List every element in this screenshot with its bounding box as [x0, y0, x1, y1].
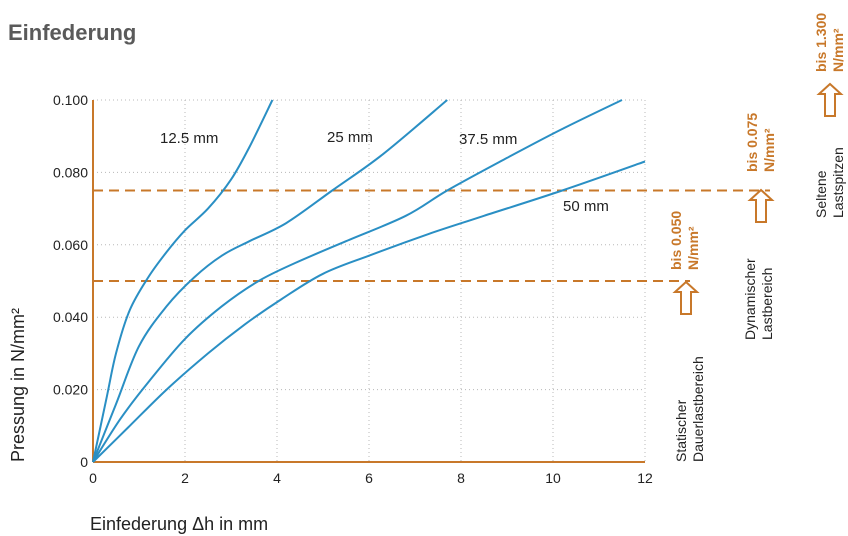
- series-line: [92, 99, 623, 463]
- x-tick-label: 6: [365, 470, 373, 486]
- limit-0-075-line2: N/mm²: [761, 128, 777, 172]
- desc-0-050-line1: Statischer: [673, 399, 689, 462]
- series-label-12-5: 12.5 mm: [160, 130, 218, 147]
- reference-lines: [93, 189, 770, 282]
- desc-0-075-line1: Dynamischer: [742, 258, 758, 340]
- series-lines: [92, 99, 646, 463]
- limit-1-300-line1: bis 1.300: [813, 13, 829, 72]
- series-label-25: 25 mm: [327, 129, 373, 146]
- y-tick-label: 0.060: [53, 237, 88, 253]
- tick-labels: 0 2 4 6 8 10 12 0 0.020 0.040 0.060 0.080 0.100: [53, 92, 653, 486]
- x-tick-label: 0: [89, 470, 97, 486]
- up-arrow-icon: [747, 188, 775, 223]
- y-axis-label: Pressung in N/mm²: [8, 308, 28, 462]
- y-tick-label: 0.040: [53, 309, 88, 325]
- series-label-37-5: 37.5 mm: [459, 131, 517, 148]
- y-tick-label: 0.020: [53, 382, 88, 398]
- desc-1-300-line2: Lastspitzen: [830, 147, 846, 218]
- desc-0-050-line2: Dauerlastbereich: [690, 356, 706, 462]
- y-tick-label: 0.100: [53, 92, 88, 108]
- x-axis-label: Einfederung Δh in mm: [90, 514, 268, 534]
- series-label-50: 50 mm: [563, 198, 609, 215]
- x-tick-label: 12: [637, 470, 653, 486]
- limit-1-300-line2: N/mm²: [830, 28, 846, 72]
- up-arrow-icon: [816, 82, 844, 117]
- series-line: [92, 99, 274, 463]
- x-tick-label: 8: [457, 470, 465, 486]
- up-arrow-icon: [672, 280, 700, 315]
- limit-0-050-line2: N/mm²: [685, 226, 701, 270]
- chart-title: Einfederung: [8, 20, 136, 45]
- limit-label-0-050: bis 0.050 N/mm² Statischer Dauerlastbere…: [668, 211, 706, 462]
- limit-label-1-300: bis 1.300 N/mm² Seltene Lastspitzen: [813, 13, 846, 218]
- x-tick-label: 10: [545, 470, 561, 486]
- desc-1-300-line1: Seltene: [813, 170, 829, 218]
- x-tick-label: 4: [273, 470, 281, 486]
- desc-0-075-line2: Lastbereich: [759, 268, 775, 340]
- x-tick-label: 2: [181, 470, 189, 486]
- limit-0-050-line1: bis 0.050: [668, 211, 684, 270]
- series-line: [92, 99, 448, 463]
- series-line: [92, 160, 646, 463]
- limit-0-075-line1: bis 0.075: [744, 113, 760, 172]
- y-tick-label: 0.080: [53, 164, 88, 180]
- y-tick-label: 0: [80, 454, 88, 470]
- limit-label-0-075: bis 0.075 N/mm² Dynamischer Lastbereich: [742, 113, 777, 340]
